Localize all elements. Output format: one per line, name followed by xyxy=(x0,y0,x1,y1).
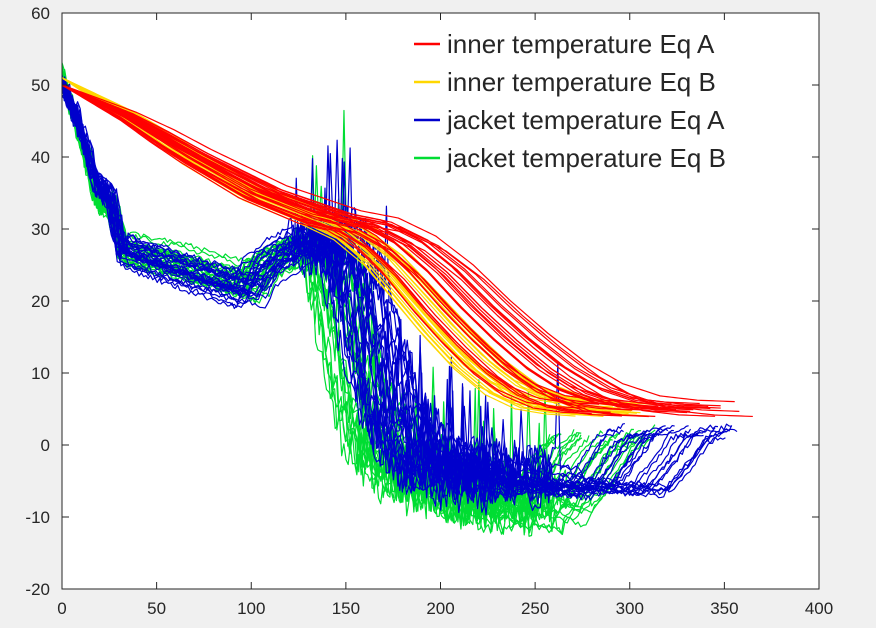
y-tick-label: -20 xyxy=(25,580,50,599)
x-tick-label: 50 xyxy=(147,599,166,618)
series-2 xyxy=(62,74,738,516)
legend: inner temperature Eq A inner temperature … xyxy=(404,22,802,182)
series-line xyxy=(62,84,735,403)
x-tick-label: 0 xyxy=(57,599,66,618)
y-tick-label: 30 xyxy=(31,220,50,239)
series-line xyxy=(62,84,632,411)
x-tick-label: 250 xyxy=(521,599,549,618)
series-line xyxy=(62,91,726,512)
series-line xyxy=(62,84,740,412)
series-line xyxy=(62,76,732,489)
legend-label: jacket temperature Eq A xyxy=(446,105,725,135)
series-line xyxy=(62,84,656,417)
series-line xyxy=(62,77,727,504)
x-tick-label: 300 xyxy=(616,599,644,618)
series-line xyxy=(62,75,738,497)
series-line xyxy=(62,84,608,414)
series-line xyxy=(62,84,694,411)
x-tick-label: 400 xyxy=(805,599,833,618)
series-line xyxy=(62,84,649,418)
legend-label: jacket temperature Eq B xyxy=(446,143,726,173)
x-tick-label: 350 xyxy=(710,599,738,618)
series-line xyxy=(62,84,688,414)
y-tick-label: 50 xyxy=(31,76,50,95)
series-line xyxy=(62,77,706,505)
series-line xyxy=(62,83,719,488)
y-tick-label: 0 xyxy=(41,436,50,455)
x-tick-label: 200 xyxy=(426,599,454,618)
legend-label: inner temperature Eq B xyxy=(447,67,716,97)
series-layer xyxy=(62,62,753,537)
series-0 xyxy=(62,84,753,418)
y-tick-label: 10 xyxy=(31,364,50,383)
series-line xyxy=(62,84,691,412)
series-line xyxy=(62,72,640,523)
series-line xyxy=(62,75,669,493)
legend-box xyxy=(404,22,802,182)
y-tick-label: 20 xyxy=(31,292,50,311)
series-line xyxy=(62,84,721,409)
y-axis: -20 -10 0 10 20 30 40 50 60 xyxy=(25,4,819,599)
series-line xyxy=(62,84,633,513)
series-line xyxy=(62,84,592,415)
series-line xyxy=(62,64,575,519)
x-axis: 0 50 100 150 200 250 300 350 400 xyxy=(57,13,833,618)
legend-label: inner temperature Eq A xyxy=(447,29,715,59)
x-tick-label: 150 xyxy=(332,599,360,618)
y-tick-label: 60 xyxy=(31,4,50,23)
series-line xyxy=(62,77,689,491)
series-line xyxy=(62,84,753,418)
series-line xyxy=(62,84,622,417)
x-tick-label: 100 xyxy=(237,599,265,618)
y-tick-label: -10 xyxy=(25,508,50,527)
series-line xyxy=(62,84,721,407)
y-tick-label: 40 xyxy=(31,148,50,167)
series-line xyxy=(62,81,704,502)
series-line xyxy=(62,84,716,417)
